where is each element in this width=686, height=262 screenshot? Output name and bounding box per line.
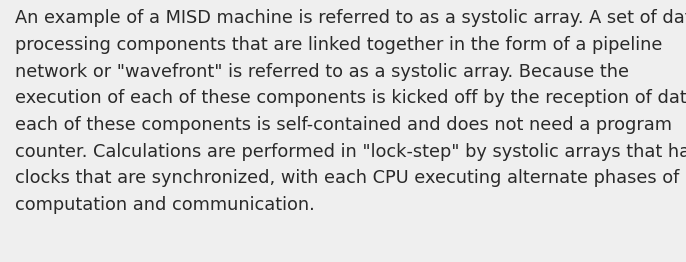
Text: An example of a MISD machine is referred to as a systolic array. A set of data
p: An example of a MISD machine is referred… bbox=[15, 9, 686, 214]
